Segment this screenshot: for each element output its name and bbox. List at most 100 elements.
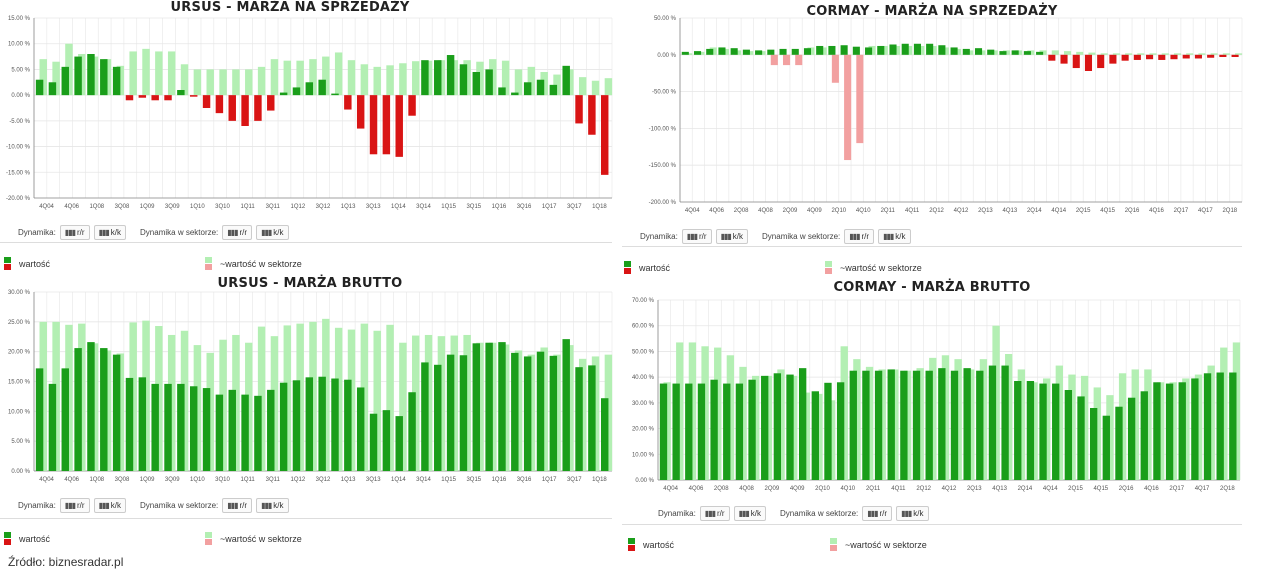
y-tick-label: 30.00 % (632, 401, 655, 407)
value-bar (498, 87, 506, 96)
value-bar (536, 351, 545, 471)
x-tick-label: 2Q16 (1125, 208, 1140, 214)
x-tick-label: 1Q08 (89, 477, 104, 483)
sector-bar (527, 66, 536, 96)
x-tick-label: 1Q12 (291, 204, 306, 210)
value-bar (241, 394, 249, 471)
y-tick-label: 0.00 % (657, 53, 676, 59)
legend-value: wartość (4, 257, 50, 270)
value-bar (511, 92, 519, 96)
dynamika-sektor-label: Dynamika w sektorze: (762, 232, 841, 241)
legend-value: wartość (4, 532, 50, 545)
value-bar (887, 369, 895, 480)
dynamika-rr-button[interactable]: ▮▮▮ r/r (59, 498, 90, 513)
value-bar (485, 342, 493, 471)
value-bar (889, 44, 897, 55)
value-bar (138, 377, 147, 471)
y-tick-label: 15.00 % (8, 380, 31, 386)
y-tick-label: 70.00 % (632, 298, 655, 304)
sektor-kk-button[interactable]: ▮▮▮ k/k (896, 506, 929, 521)
y-tick-label: 20.00 % (8, 350, 31, 356)
value-bar (523, 356, 532, 471)
bar-chart-icon: ▮▮▮ (64, 501, 76, 510)
sektor-kk-button[interactable]: ▮▮▮ k/k (256, 225, 289, 240)
sector-bar (283, 60, 292, 96)
legend-sector: ~wartość w sektorze (830, 538, 927, 551)
dynamika-rr-button[interactable]: ▮▮▮ r/r (59, 225, 90, 240)
x-tick-label: 4Q09 (790, 486, 805, 492)
value-bar (164, 383, 172, 471)
x-tick-label: 3Q16 (517, 204, 532, 210)
sector-bar (1210, 53, 1218, 55)
value-bar (988, 365, 997, 480)
value-bar (877, 45, 885, 55)
y-tick-label: 25.00 % (8, 320, 31, 326)
sektor-rr-button[interactable]: ▮▮▮ r/r (222, 225, 253, 240)
value-bar (730, 48, 738, 55)
x-tick-label: 2Q10 (815, 486, 830, 492)
dynamika-label: Dynamika: (640, 232, 678, 241)
sector-bar (257, 66, 266, 96)
value-bar (1036, 51, 1044, 55)
divider (0, 242, 612, 243)
x-tick-label: 4Q14 (1051, 208, 1066, 214)
value-bar (472, 72, 481, 96)
value-bar (267, 95, 275, 111)
sector-bar (1222, 53, 1230, 55)
x-tick-label: 3Q17 (567, 477, 582, 483)
sector-bar (386, 324, 394, 471)
value-bar (408, 392, 416, 471)
x-tick-label: 4Q10 (856, 208, 871, 214)
x-tick-label: 3Q17 (567, 204, 582, 210)
dynamika-rr-button[interactable]: ▮▮▮ r/r (699, 506, 730, 521)
value-bar (575, 95, 583, 124)
value-bar (1231, 54, 1239, 58)
value-bar (485, 69, 493, 96)
dynamika-kk-button[interactable]: ▮▮▮ k/k (715, 229, 749, 244)
sektor-rr-button[interactable]: ▮▮▮ r/r (862, 506, 893, 521)
value-bar (35, 368, 44, 471)
dynamika-kk-button[interactable]: ▮▮▮ k/k (93, 498, 127, 513)
sektor-rr-button[interactable]: ▮▮▮ r/r (844, 229, 875, 244)
value-bar (87, 342, 95, 471)
chart-panel-cormay-brutto: CORMAY - MARŻA BRUTTO 70.00 % 60.00 % 50.0… (622, 280, 1242, 556)
sector-bar (1186, 53, 1194, 55)
x-tick-label: 3Q10 (215, 477, 230, 483)
sektor-kk-button[interactable]: ▮▮▮ k/k (256, 498, 289, 513)
value-bar (862, 370, 870, 480)
x-tick-label: 3Q08 (115, 204, 130, 210)
x-tick-label: 3Q09 (165, 204, 180, 210)
sector-bar (155, 51, 163, 96)
dynamika-kk-button[interactable]: ▮▮▮ k/k (733, 506, 767, 521)
sector-bar (1173, 53, 1182, 55)
sector-bar (1063, 51, 1072, 55)
sector-bar (412, 61, 420, 96)
dynamika-rr-button[interactable]: ▮▮▮ r/r (681, 229, 712, 244)
value-bar (356, 95, 365, 129)
x-tick-label: 4Q06 (689, 486, 704, 492)
sektor-rr-button[interactable]: ▮▮▮ r/r (222, 498, 253, 513)
sector-bar (373, 330, 381, 471)
value-bar (434, 364, 442, 471)
sector-bar (232, 69, 240, 96)
value-bar (382, 410, 391, 471)
y-tick-label: 30.00 % (8, 290, 31, 296)
sektor-kk-button[interactable]: ▮▮▮ k/k (878, 229, 911, 244)
value-bar (773, 373, 782, 480)
x-tick-label: 3Q13 (366, 204, 381, 210)
value-bar (1194, 54, 1202, 59)
legend-sector: ~wartość w sektorze (205, 532, 302, 545)
value-bar (748, 379, 756, 480)
value-bar (1178, 382, 1186, 480)
value-bar (900, 370, 908, 480)
x-tick-label: 1Q10 (190, 204, 205, 210)
sector-bar (129, 51, 137, 96)
value-bar (828, 45, 836, 55)
value-bar (950, 370, 959, 480)
x-tick-label: 2Q18 (1220, 486, 1235, 492)
y-tick-label: -10.00 % (6, 145, 31, 151)
x-tick-label: 2Q13 (967, 486, 982, 492)
y-tick-label: 10.00 % (8, 409, 31, 415)
x-tick-label: 1Q17 (542, 477, 557, 483)
dynamika-kk-button[interactable]: ▮▮▮ k/k (93, 225, 127, 240)
